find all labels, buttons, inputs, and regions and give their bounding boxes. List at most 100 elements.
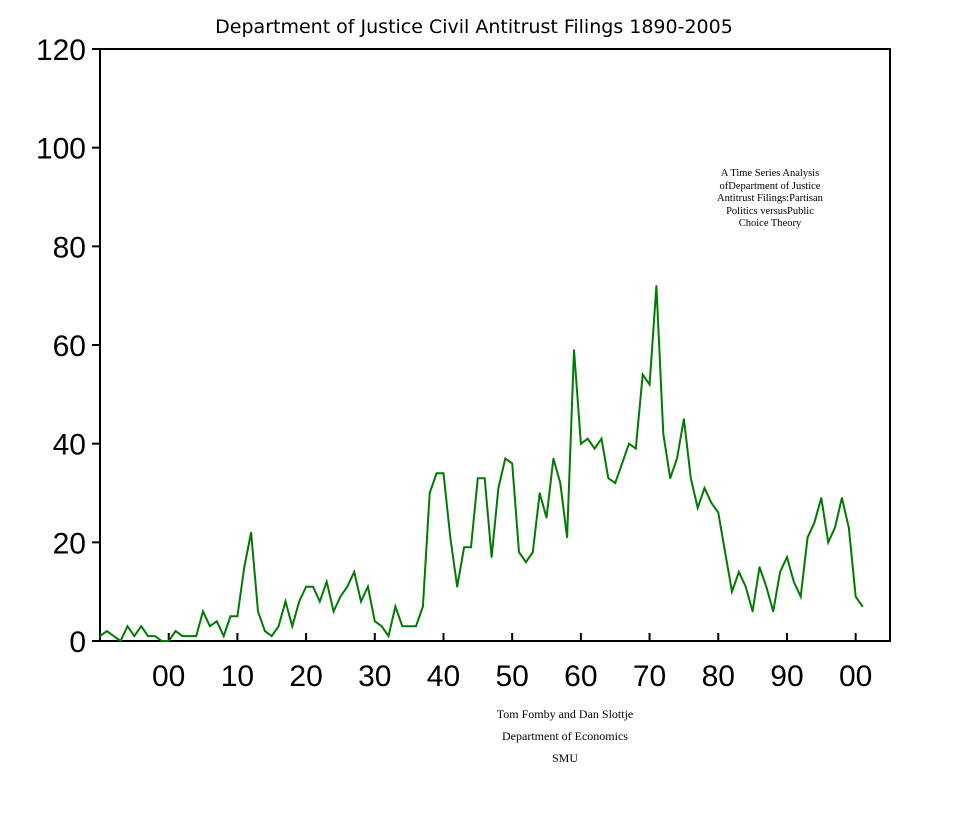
- data-point: [834, 526, 836, 529]
- data-point: [669, 477, 671, 480]
- data-point: [387, 635, 390, 637]
- data-point: [442, 472, 445, 475]
- chart-title: Department of Justice Civil Antitrust Fi…: [215, 16, 733, 38]
- series-line: [99, 285, 864, 643]
- data-point: [696, 507, 699, 509]
- y-tick-label: 100: [36, 133, 86, 166]
- data-point: [319, 600, 321, 603]
- data-point: [229, 615, 232, 618]
- data-point: [744, 585, 747, 588]
- data-point: [477, 477, 479, 480]
- data-point: [628, 442, 630, 445]
- data-point: [758, 566, 761, 568]
- data-point: [133, 635, 136, 637]
- data-point: [786, 556, 788, 558]
- data-point: [731, 590, 733, 593]
- data-point: [586, 437, 589, 440]
- data-point: [408, 625, 410, 627]
- data-point: [717, 511, 720, 514]
- data-point: [222, 635, 225, 637]
- data-point: [99, 635, 101, 637]
- data-point: [291, 625, 294, 627]
- data-point: [635, 447, 637, 450]
- data-point: [676, 457, 678, 460]
- data-point: [738, 571, 740, 573]
- data-point: [538, 492, 541, 494]
- data-point: [181, 635, 184, 637]
- data-point: [284, 600, 287, 603]
- data-point: [724, 551, 726, 553]
- credit-institution: SMU: [551, 751, 578, 765]
- data-point: [573, 349, 575, 351]
- annotation-box: A Time Series Analysis ofDepartment of J…: [700, 168, 840, 231]
- credit-authors: Tom Fomby and Dan Slottje: [496, 707, 634, 721]
- data-point: [277, 625, 280, 627]
- data-point: [504, 457, 507, 460]
- y-tick-label: 40: [53, 429, 86, 462]
- data-point: [236, 615, 239, 618]
- data-point: [648, 383, 651, 386]
- data-point: [511, 462, 513, 465]
- data-point: [161, 640, 163, 642]
- data-point: [470, 546, 472, 549]
- data-points: [99, 285, 864, 642]
- x-tick-label: 10: [221, 660, 254, 693]
- annotation-line: Choice Theory: [738, 218, 802, 229]
- data-point: [827, 541, 829, 544]
- credit-department: Department of Economics: [502, 729, 628, 743]
- data-point: [346, 585, 349, 588]
- data-point: [270, 635, 273, 637]
- data-point: [449, 536, 452, 539]
- annotation-line: ofDepartment of Justice: [719, 180, 821, 192]
- data-point: [751, 610, 754, 613]
- data-point: [401, 625, 404, 627]
- data-point: [167, 640, 170, 642]
- x-tick-label: 80: [702, 660, 735, 693]
- x-tick-label: 70: [633, 660, 666, 693]
- data-point: [119, 640, 122, 642]
- data-point: [435, 472, 438, 475]
- data-point: [374, 620, 376, 623]
- annotation-line: A Time Series Analysis: [720, 168, 820, 179]
- data-point: [264, 630, 266, 632]
- data-point: [841, 497, 843, 499]
- data-point: [861, 605, 864, 608]
- data-point: [360, 600, 362, 603]
- data-point: [566, 536, 568, 539]
- data-point: [621, 462, 623, 465]
- data-point: [209, 625, 211, 627]
- y-tick-label: 80: [53, 231, 86, 264]
- data-point: [428, 492, 431, 494]
- data-point: [799, 595, 802, 598]
- x-tick-label: 20: [289, 660, 322, 693]
- data-point: [483, 477, 486, 480]
- data-point: [216, 620, 218, 623]
- data-point: [415, 625, 417, 627]
- x-tick-label: 40: [427, 660, 460, 693]
- data-point: [126, 625, 129, 627]
- data-point: [772, 610, 774, 613]
- x-axis: 00 10 20 30 40 50 60 70 80 90 00: [152, 633, 872, 693]
- data-point: [147, 635, 149, 637]
- y-axis: 0 20 40 60 80 100 120: [36, 34, 100, 659]
- data-point: [154, 635, 156, 637]
- data-point: [394, 605, 397, 608]
- credits: Tom Fomby and Dan Slottje Department of …: [460, 707, 670, 773]
- data-point: [305, 585, 307, 588]
- data-point: [298, 600, 301, 603]
- data-point: [112, 635, 115, 637]
- data-point: [532, 551, 534, 553]
- data-point: [188, 635, 191, 637]
- data-point: [600, 437, 603, 440]
- data-point: [250, 531, 252, 534]
- x-tick-label: 30: [358, 660, 391, 693]
- y-tick-label: 60: [53, 330, 86, 363]
- x-tick-label: 50: [495, 660, 528, 693]
- data-point: [339, 595, 342, 598]
- data-point: [559, 482, 562, 484]
- data-point: [854, 595, 857, 598]
- data-point: [202, 610, 204, 613]
- data-point: [380, 625, 383, 627]
- data-point: [422, 605, 424, 608]
- data-point: [580, 442, 582, 445]
